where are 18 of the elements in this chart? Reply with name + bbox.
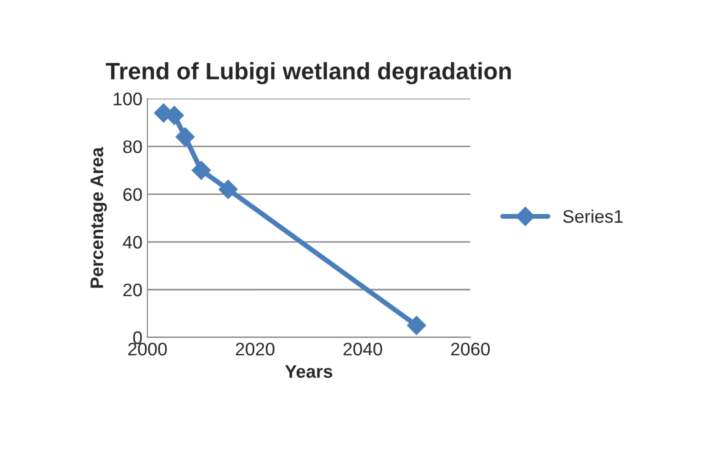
y-axis-title: Percentage Area bbox=[90, 146, 107, 288]
y-tick-label: 100 bbox=[114, 92, 142, 106]
chart-title: Trend of Lubigi wetland degradation bbox=[106, 62, 511, 84]
x-axis-title: Years bbox=[285, 365, 332, 378]
legend-label: Series1 bbox=[563, 210, 623, 223]
x-tick-label: 2020 bbox=[236, 342, 274, 356]
point bbox=[406, 316, 426, 335]
x-tick-label: 2040 bbox=[344, 342, 382, 356]
y-tick-label: 60 bbox=[123, 188, 142, 201]
point bbox=[176, 127, 195, 146]
point bbox=[192, 160, 211, 180]
y-tick-label: 0 bbox=[133, 331, 142, 344]
point bbox=[218, 180, 238, 199]
y-tick-label: 40 bbox=[122, 236, 142, 249]
y-tick-label: 80 bbox=[123, 140, 142, 154]
x-tick-label: 2060 bbox=[451, 342, 490, 356]
x-tick-label: 2000 bbox=[128, 342, 167, 356]
y-tick-label: 20 bbox=[123, 284, 142, 296]
